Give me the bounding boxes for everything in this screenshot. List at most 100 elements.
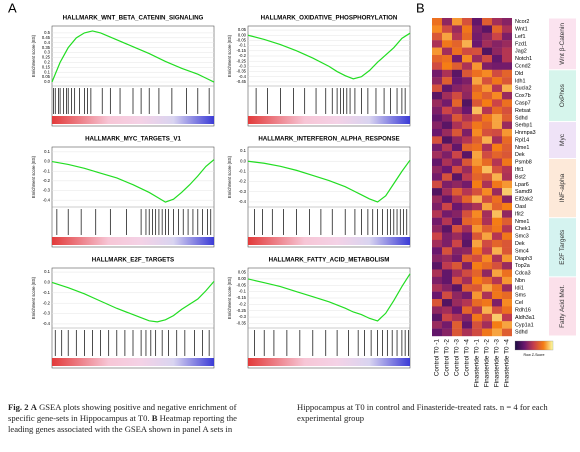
heat-cell xyxy=(492,18,502,26)
heat-cell xyxy=(462,91,472,100)
heat-cell xyxy=(442,106,452,115)
heat-cell xyxy=(442,188,452,196)
heat-cell xyxy=(472,47,482,56)
heat-cell xyxy=(502,247,512,255)
heat-cell xyxy=(432,77,442,85)
y-tick-label: 0.05 xyxy=(42,74,51,79)
heat-cell xyxy=(492,136,502,144)
gene-label: Ncor2 xyxy=(515,19,529,25)
heat-cell xyxy=(462,158,472,167)
y-tick-label: 0.05 xyxy=(238,27,247,32)
gene-label: Eif2ak2 xyxy=(515,197,533,203)
heat-cell xyxy=(472,247,482,255)
heat-cell xyxy=(502,321,512,329)
heat-cell xyxy=(432,173,442,181)
heat-cell xyxy=(462,291,472,300)
gene-label: Lef1 xyxy=(515,34,526,40)
heat-cell xyxy=(452,276,462,285)
heat-cell xyxy=(432,136,442,144)
heat-cell xyxy=(472,25,482,33)
heat-cell xyxy=(502,47,512,56)
heat-cell xyxy=(492,202,502,211)
heat-cell xyxy=(492,173,502,181)
heat-cell xyxy=(492,195,502,204)
heat-cell xyxy=(492,306,502,315)
heat-cell xyxy=(452,165,462,174)
gene-label: Serbp1 xyxy=(515,123,532,129)
heat-cell xyxy=(452,40,462,48)
heat-cell xyxy=(482,143,492,152)
heat-cell xyxy=(432,299,442,307)
plot-title: HALLMARK_OXIDATIVE_PHOSPHORYLATION xyxy=(261,15,398,22)
y-tick-label: -0.2 xyxy=(239,179,247,184)
heat-cell xyxy=(432,54,442,63)
fig-label: Fig. 2 xyxy=(8,402,29,412)
heat-cell xyxy=(442,40,452,48)
caption-left: Fig. 2 A GSEA plots showing positive and… xyxy=(8,402,263,435)
heat-cell xyxy=(472,77,482,85)
heat-cell xyxy=(432,143,442,152)
y-tick-label: 0.45 xyxy=(42,35,51,40)
heat-cell xyxy=(452,306,462,315)
figure: A B HALLMARK_WNT_BETA_CATENIN_SIGNALING E… xyxy=(8,0,576,387)
caption-b: B xyxy=(151,413,158,423)
gene-label: Smc3 xyxy=(515,234,529,240)
y-tick-label: 0.15 xyxy=(42,64,51,69)
heat-cell xyxy=(432,114,442,122)
y-tick-label: 0.4 xyxy=(44,40,50,45)
rank-bar xyxy=(248,116,410,124)
heat-cell xyxy=(482,40,492,48)
heat-cell xyxy=(492,284,502,292)
heat-cell xyxy=(432,158,442,167)
heat-cell xyxy=(442,69,452,78)
y-axis-label: Enrichment score (ES) xyxy=(31,155,36,198)
heat-cell xyxy=(432,217,442,226)
group-label: Wnt β-Catenin xyxy=(559,23,566,65)
heat-cell xyxy=(472,32,482,41)
heat-cell xyxy=(462,195,472,204)
heat-cell xyxy=(442,54,452,63)
heat-cell xyxy=(482,91,492,100)
heat-cell xyxy=(462,54,472,63)
heat-cell xyxy=(452,25,462,33)
heat-cell xyxy=(502,232,512,241)
heat-cell xyxy=(462,136,472,144)
heat-cell xyxy=(502,54,512,63)
heat-cell xyxy=(472,291,482,300)
panel-label: A xyxy=(8,0,17,15)
group-label: OxPhos xyxy=(559,83,566,107)
heat-cell xyxy=(482,232,492,241)
y-tick-label: -0.05 xyxy=(236,282,246,287)
heat-cell xyxy=(462,269,472,278)
heat-cell xyxy=(442,232,452,241)
y-tick-label: -0.25 xyxy=(236,308,246,313)
heat-cell xyxy=(432,128,442,137)
heat-cell xyxy=(472,188,482,196)
heat-cell xyxy=(492,32,502,41)
heat-cell xyxy=(492,254,502,263)
gene-label: Notch1 xyxy=(515,56,532,62)
heat-cell xyxy=(492,62,502,70)
y-tick-label: -0.3 xyxy=(239,63,247,68)
heat-cell xyxy=(432,40,442,48)
heat-cell xyxy=(502,25,512,33)
y-tick-label: 0.25 xyxy=(42,55,51,60)
heat-cell xyxy=(482,173,492,181)
heat-cell xyxy=(492,121,502,130)
gene-label: Smc4 xyxy=(515,248,529,254)
heat-cell xyxy=(472,239,482,248)
plot-title: HALLMARK_INTERFERON_ALPHA_RESPONSE xyxy=(258,136,399,143)
y-tick-label: 0.1 xyxy=(44,149,50,154)
heat-cell xyxy=(502,77,512,85)
heat-cell xyxy=(472,210,482,218)
heat-cell xyxy=(492,128,502,137)
heat-cell xyxy=(452,136,462,144)
heat-cell xyxy=(442,77,452,85)
gene-label: Rdh16 xyxy=(515,308,531,314)
heat-cell xyxy=(482,121,492,130)
plot-frame xyxy=(247,25,411,127)
heat-cell xyxy=(432,284,442,292)
heat-cell xyxy=(482,313,492,322)
heat-cell xyxy=(462,328,472,337)
heat-cell xyxy=(452,254,462,263)
